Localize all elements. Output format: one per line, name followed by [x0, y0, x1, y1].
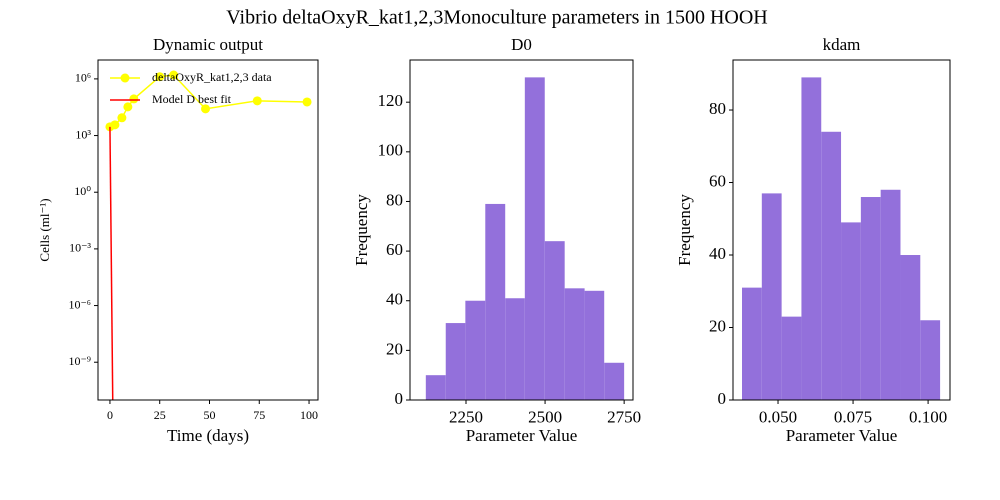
bar: [821, 131, 842, 400]
legend-marker: [120, 73, 130, 83]
y-axis-label: Frequency: [352, 194, 371, 266]
x-tick-label: 75: [253, 408, 265, 422]
subplot: 0.050 0.075 0.100 0 20 40 60 80 kdam Parameter Va…: [675, 35, 951, 445]
y-tick-label: 60: [709, 171, 726, 190]
subplot-title: Dynamic output: [153, 35, 263, 54]
bar: [564, 288, 585, 400]
y-tick-label: 40: [386, 290, 403, 309]
bar: [880, 189, 901, 400]
data-point: [302, 97, 312, 107]
x-axis-label: Parameter Value: [786, 426, 898, 445]
y-tick-label: 10⁰: [74, 184, 91, 198]
bar: [584, 290, 605, 400]
data-point: [252, 96, 262, 106]
data-point: [123, 102, 133, 112]
plot-area: [742, 77, 941, 400]
data-point: [110, 120, 120, 130]
bar: [524, 77, 545, 400]
subplot-title: kdam: [823, 35, 861, 54]
x-tick-label: 25: [154, 408, 166, 422]
bar: [445, 323, 466, 400]
y-tick-label: 10⁻³: [69, 241, 91, 255]
axes-frame: [732, 59, 951, 401]
series-line: [109, 74, 308, 128]
y-tick-label: 10³: [75, 127, 91, 141]
data-point: [129, 94, 139, 104]
x-axis-label: Parameter Value: [466, 426, 578, 445]
x-tick-label: 0.050: [759, 407, 797, 426]
subplot: 2250 2500 2750 0 20 40 60 80 100 120 D0 Parameter V…: [352, 35, 641, 445]
legend-label: deltaOxyR_kat1,2,3 data: [152, 70, 272, 84]
bar: [604, 362, 625, 400]
bar: [742, 287, 762, 400]
x-axis-label: Time (days): [167, 426, 249, 445]
data-point: [201, 104, 211, 114]
bar: [920, 320, 941, 400]
bar: [425, 375, 446, 400]
bar: [900, 255, 921, 400]
axes-frame: [97, 59, 319, 401]
y-tick-label: 80: [386, 190, 403, 209]
x-tick-label: 2750: [607, 407, 641, 426]
y-axis-label: Frequency: [675, 194, 694, 266]
y-tick-label: 20: [709, 316, 726, 335]
axes-frame: [409, 59, 634, 401]
legend-label: Model D best fit: [152, 92, 232, 106]
y-tick-label: 100: [378, 141, 404, 160]
y-tick-label: 60: [386, 240, 403, 259]
x-tick-label: 2250: [449, 407, 483, 426]
x-tick-label: 2500: [528, 407, 562, 426]
x-tick-label: 50: [203, 408, 215, 422]
figure-title: Vibrio deltaOxyR_kat1,2,3Monoculture par…: [226, 7, 767, 29]
data-point: [169, 70, 179, 80]
x-tick-label: 0: [107, 408, 113, 422]
bar: [544, 241, 565, 400]
bar: [465, 300, 486, 400]
y-axis-label: Cells (ml⁻¹): [37, 198, 52, 261]
x-tick-label: 100: [300, 408, 318, 422]
subplot: deltaOxyR_kat1,2,3 data Model D best fit 0…: [37, 35, 319, 445]
x-tick-label: 0.100: [909, 407, 947, 426]
subplot-title: D0: [511, 35, 532, 54]
y-tick-label: 0: [718, 389, 727, 408]
y-tick-label: 10⁻⁹: [68, 354, 91, 368]
bar: [781, 316, 802, 400]
y-tick-label: 20: [386, 339, 403, 358]
bar: [485, 203, 506, 400]
bar: [841, 222, 861, 400]
y-tick-label: 40: [709, 244, 726, 263]
bar: [860, 197, 881, 400]
y-tick-label: 120: [378, 91, 404, 110]
bar: [801, 77, 822, 400]
data-point: [155, 72, 165, 82]
data-point: [117, 113, 127, 123]
plot-area: [425, 77, 625, 400]
x-tick-label: 0.075: [834, 407, 872, 426]
series-line: [109, 126, 114, 400]
bar: [761, 193, 782, 400]
plot-area: [105, 70, 312, 400]
y-tick-label: 10⁶: [75, 71, 91, 85]
bar: [505, 298, 525, 400]
y-tick-label: 80: [709, 99, 726, 118]
y-tick-label: 10⁻⁶: [68, 297, 91, 311]
y-tick-label: 0: [395, 389, 404, 408]
